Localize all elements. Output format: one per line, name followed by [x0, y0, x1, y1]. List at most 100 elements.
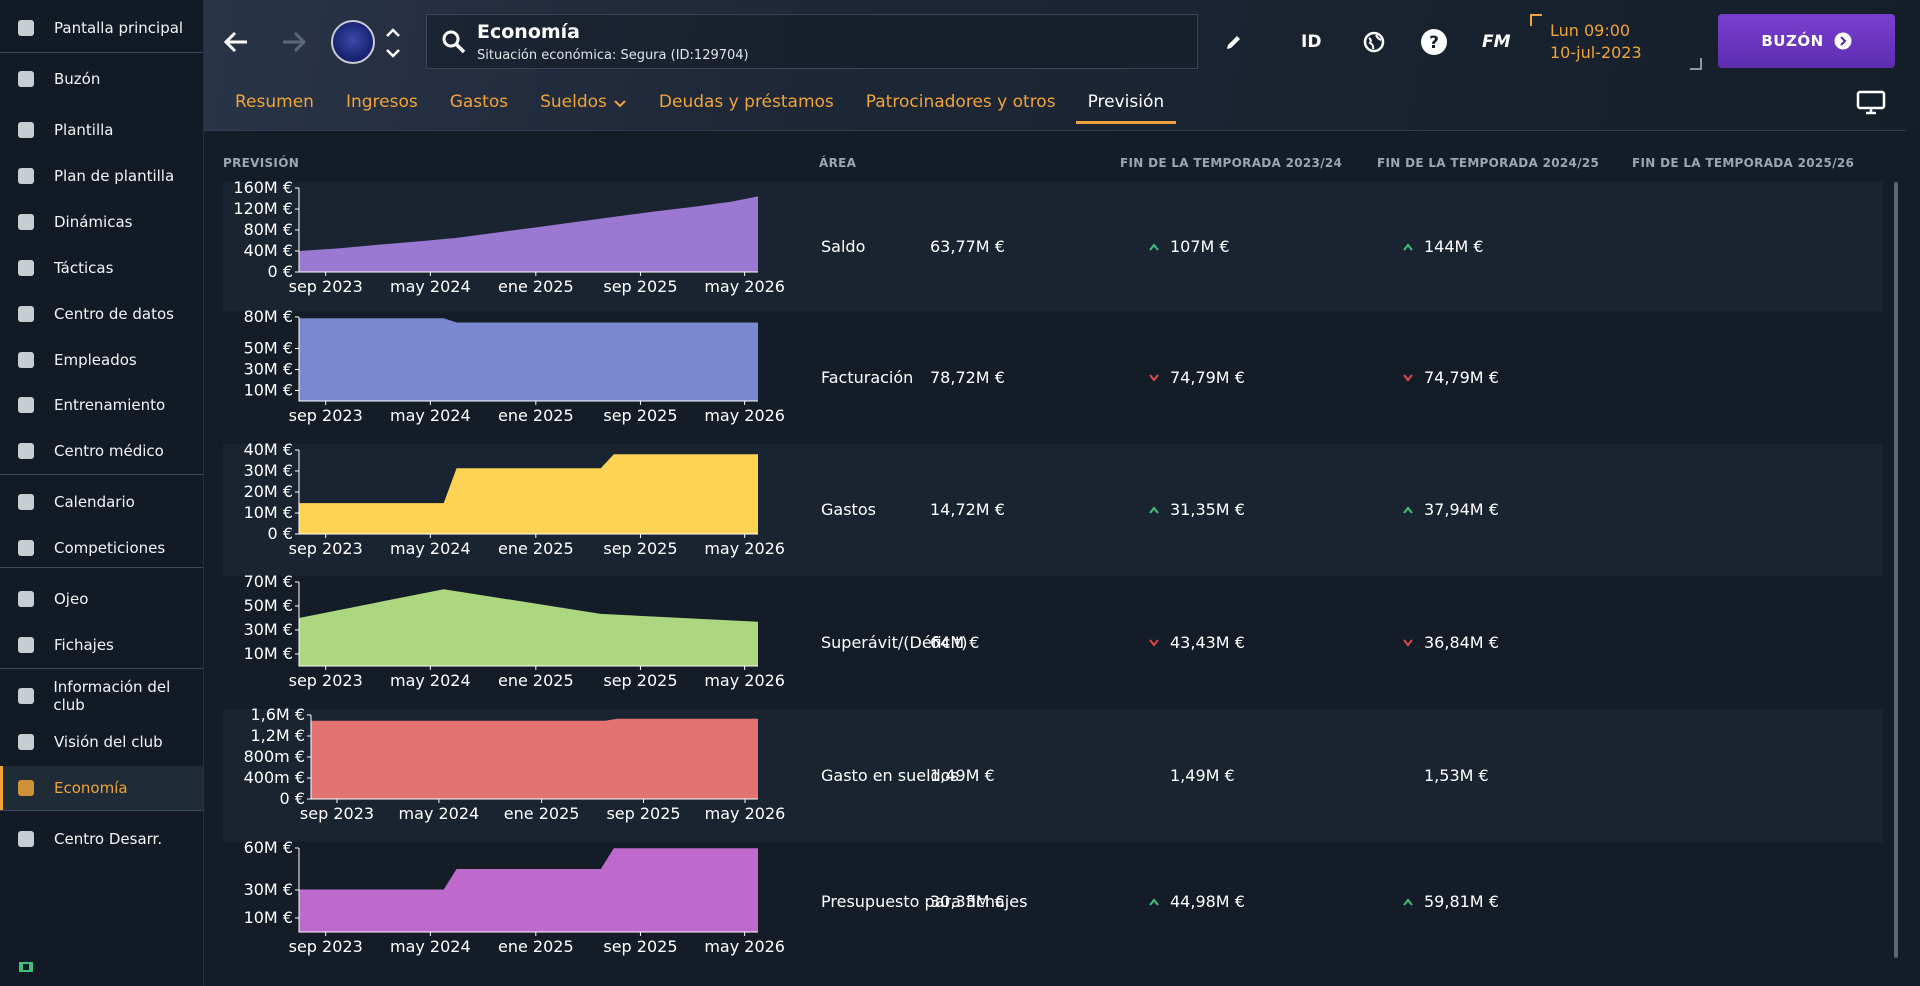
sidebar-divider — [0, 810, 203, 811]
sidebar-item-label: Competiciones — [54, 539, 166, 557]
y-tick-label: 30M € — [244, 620, 293, 639]
row-value: 74,79M € — [1170, 368, 1245, 387]
x-tick-label: ene 2025 — [498, 671, 574, 690]
arrow-right-icon — [283, 31, 307, 53]
tab-5[interactable]: Deudas y préstamos — [659, 92, 834, 124]
sidebar-divider — [0, 52, 203, 53]
y-tick-label: 30M € — [244, 360, 293, 379]
game-datetime[interactable]: Lun 09:00 10-jul-2023 — [1550, 20, 1642, 64]
sidebar-item-label: Centro de datos — [54, 305, 174, 323]
x-tick-label: ene 2025 — [498, 406, 574, 425]
edit-button[interactable] — [1224, 26, 1244, 58]
sidebar-item-9[interactable]: Entrenamiento — [0, 383, 203, 427]
table-row[interactable]: 80M € 50M € 30M € 10M € sep 2023 may 2024 ene … — [223, 307, 1883, 444]
column-header-season-1[interactable]: FIN DE LA TEMPORADA 2023/24 — [1120, 156, 1343, 170]
sidebar-item-15[interactable]: Información del club — [0, 674, 203, 718]
tab-4[interactable]: Sueldos — [540, 92, 627, 124]
briefcase-icon — [12, 728, 40, 756]
x-tick-label: sep 2023 — [289, 671, 363, 690]
money-icon — [12, 774, 40, 802]
chart-area — [299, 589, 758, 666]
trend-up-icon — [1149, 506, 1159, 514]
x-tick-label: may 2024 — [390, 277, 471, 296]
row-value: 14,72M € — [930, 500, 1005, 519]
chart-area — [299, 318, 758, 401]
search-icon — [442, 30, 466, 54]
sidebar-divider — [0, 567, 203, 568]
table-scrollbar[interactable] — [1894, 182, 1898, 958]
trend-down-icon — [1149, 639, 1159, 647]
id-button[interactable]: ID — [1301, 32, 1322, 52]
tab-6[interactable]: Patrocinadores y otros — [866, 92, 1056, 124]
forward-button[interactable] — [274, 22, 314, 62]
x-tick-label: sep 2023 — [289, 937, 363, 956]
sidebar-item-11[interactable]: Calendario — [0, 480, 203, 524]
search-box[interactable]: Economía Situación económica: Segura (ID… — [426, 14, 1198, 69]
globe-icon — [1363, 31, 1385, 53]
row-value: 63,77M € — [930, 237, 1005, 256]
club-switch-icon[interactable] — [384, 26, 402, 60]
svg-text:?: ? — [1429, 33, 1439, 53]
y-tick-label: 0 € — [280, 789, 305, 808]
datetime-corner — [1690, 58, 1702, 70]
dynamics-icon — [12, 208, 40, 236]
sidebar-divider — [0, 474, 203, 475]
cash-icon[interactable] — [18, 958, 36, 972]
table-row[interactable]: 160M € 120M € 80M € 40M € 0 € sep 2023 may 202… — [223, 178, 1883, 311]
sidebar-item-16[interactable]: Visión del club — [0, 720, 203, 764]
table-row[interactable]: 1,6M € 1,2M € 800m € 400m € 0 € sep 2023 may 2… — [223, 705, 1883, 842]
sidebar-item-label: Centro Desarr. — [54, 830, 163, 848]
calendar-icon — [12, 488, 40, 516]
fm-button[interactable]: FM — [1482, 32, 1511, 52]
tab-label: Sueldos — [540, 92, 607, 112]
row-value: 31,35M € — [1170, 500, 1245, 519]
monitor-icon[interactable] — [1856, 90, 1886, 116]
back-button[interactable] — [216, 22, 256, 62]
sidebar-item-label: Dinámicas — [54, 213, 133, 231]
sidebar-item-6[interactable]: Tácticas — [0, 246, 203, 290]
tab-1[interactable]: Resumen — [235, 92, 314, 124]
x-tick-label: ene 2025 — [504, 804, 580, 823]
home-icon — [12, 14, 40, 42]
sidebar-item-4[interactable]: Plan de plantilla — [0, 154, 203, 198]
game-time: Lun 09:00 — [1550, 21, 1631, 40]
sidebar-item-8[interactable]: Empleados — [0, 338, 203, 382]
sidebar-item-7[interactable]: Centro de datos — [0, 292, 203, 336]
sidebar-item-18[interactable]: Centro Desarr. — [0, 817, 203, 861]
club-badge[interactable] — [331, 20, 375, 64]
y-tick-label: 10M € — [244, 908, 293, 927]
sidebar-item-5[interactable]: Dinámicas — [0, 200, 203, 244]
column-header-season-3[interactable]: FIN DE LA TEMPORADA 2025/26 — [1632, 156, 1855, 170]
x-tick-label: sep 2025 — [603, 277, 677, 296]
sidebar-item-10[interactable]: Centro médico — [0, 429, 203, 473]
tab-label: Gastos — [449, 92, 509, 112]
table-row[interactable]: 70M € 50M € 30M € 10M € sep 2023 may 2024 ene … — [223, 572, 1883, 709]
sidebar-item-13[interactable]: Ojeo — [0, 577, 203, 621]
help-button[interactable]: ? — [1420, 26, 1448, 58]
tab-2[interactable]: Ingresos — [346, 92, 418, 124]
chart-area — [299, 848, 758, 932]
table-row[interactable]: 60M € 30M € 10M € sep 2023 may 2024 ene 2025 s… — [223, 838, 1883, 962]
world-button[interactable] — [1362, 26, 1386, 58]
tab-7[interactable]: Previsión — [1075, 92, 1176, 124]
sidebar-item-3[interactable]: Plantilla — [0, 108, 203, 152]
column-header-forecast[interactable]: PREVISIÓN — [223, 156, 300, 170]
sidebar-item-label: Pantalla principal — [54, 19, 184, 37]
sidebar-item-1[interactable]: Pantalla principal — [0, 6, 203, 50]
table-row[interactable]: 40M € 30M € 20M € 10M € 0 € sep 2023 may 2024 e… — [223, 440, 1883, 576]
sidebar-item-17[interactable]: Economía — [0, 766, 203, 810]
inbox-button[interactable]: BUZÓN — [1718, 14, 1895, 68]
column-header-area[interactable]: ÁREA — [819, 156, 857, 170]
sidebar-item-14[interactable]: Fichajes — [0, 623, 203, 667]
sidebar-item-label: Buzón — [54, 70, 101, 88]
chart-axis — [298, 317, 758, 402]
row-value: 1,49M € — [930, 766, 995, 785]
sidebar-item-12[interactable]: Competiciones — [0, 526, 203, 570]
x-tick-label: may 2024 — [390, 671, 471, 690]
sidebar-item-label: Centro médico — [54, 442, 164, 460]
x-tick-label: may 2024 — [390, 937, 471, 956]
column-header-season-2[interactable]: FIN DE LA TEMPORADA 2024/25 — [1377, 156, 1600, 170]
tab-3[interactable]: Gastos — [450, 92, 508, 124]
trophy-icon — [12, 534, 40, 562]
sidebar-item-2[interactable]: Buzón — [0, 57, 203, 101]
